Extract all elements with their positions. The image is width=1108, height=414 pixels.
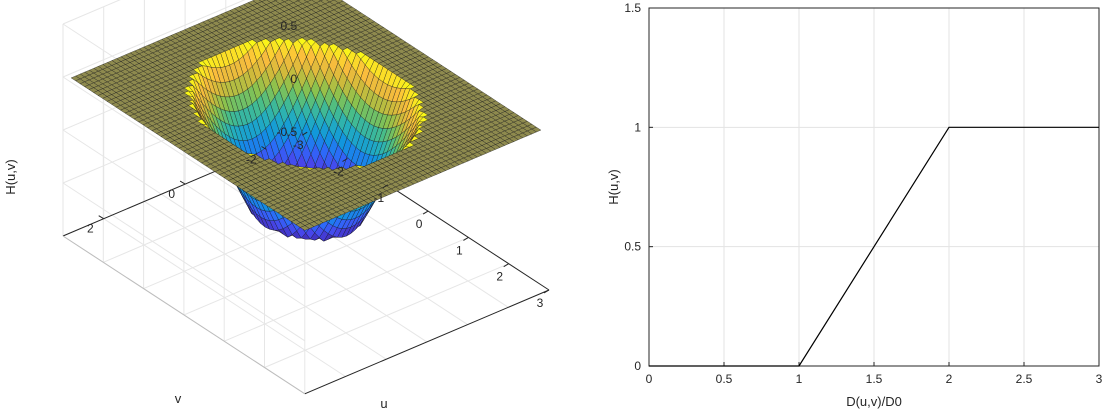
x-tick-label: 1.5 xyxy=(866,372,883,386)
series-line xyxy=(649,126,1099,367)
u-tick-label: 3 xyxy=(537,296,544,310)
z-tick-label: 0 xyxy=(291,72,298,86)
v-axis-label: v xyxy=(175,391,182,406)
u-tick-mark xyxy=(422,210,429,215)
u-tick-label: 1 xyxy=(456,243,463,257)
floor-gridline xyxy=(144,200,387,360)
z-tick-label: 0.5 xyxy=(281,19,298,33)
u-tick-mark xyxy=(543,289,550,294)
y-tick-label: 0.5 xyxy=(624,240,641,254)
y-tick-label: 1 xyxy=(634,120,641,134)
floor-gridline xyxy=(184,183,428,343)
x-axis-label: D(u,v)/D0 xyxy=(846,394,902,409)
v-tick-mark xyxy=(261,146,267,150)
z-tick-label: -0.5 xyxy=(277,125,298,139)
line-chart: 0 0.5 1 1.5 2 2.5 3 0 0.5 1 1.5 D(u,v)/D0 H(u,v) xyxy=(606,1,1103,409)
surface-mesh xyxy=(70,0,542,242)
x-tick-label: 2.5 xyxy=(1016,372,1033,386)
floor-gridline xyxy=(103,218,346,377)
x-tick-label: 1 xyxy=(796,372,803,386)
plot-frame xyxy=(648,7,1100,367)
y-tick-label: 1.5 xyxy=(624,1,641,15)
u-tick-label: -3 xyxy=(293,138,304,152)
u-tick-label: -1 xyxy=(373,191,384,205)
y-axis-label: H(u,v) xyxy=(606,169,621,204)
v-tick-label: -2 xyxy=(246,153,257,167)
back-floor-edge xyxy=(62,235,306,395)
x-tick-label: 2 xyxy=(946,372,953,386)
u-axis-label: u xyxy=(380,396,387,411)
x-tick-label: 0.5 xyxy=(716,372,733,386)
z-axis-label: H(u,v) xyxy=(3,159,18,194)
surface-patch xyxy=(299,225,310,231)
v-tick-label: 0 xyxy=(168,187,175,201)
v-tick-mark xyxy=(98,215,104,220)
x-tick-label: 0 xyxy=(646,372,653,386)
floor-edge xyxy=(304,289,550,395)
u-tick-mark xyxy=(503,263,509,268)
u-tick-label: 0 xyxy=(416,217,423,231)
u-tick-mark xyxy=(382,184,389,189)
u-tick-label: 2 xyxy=(496,270,503,284)
u-tick-mark xyxy=(342,158,348,162)
u-tick-mark xyxy=(463,236,469,241)
x-tick-label: 3 xyxy=(1096,372,1103,386)
v-tick-label: 2 xyxy=(87,222,94,236)
u-tick-mark xyxy=(301,131,308,136)
side-wall-gridline xyxy=(62,0,121,25)
u-tick-label: -2 xyxy=(333,165,344,179)
v-tick-mark xyxy=(179,180,186,185)
y-tick-label: 0 xyxy=(634,359,641,373)
